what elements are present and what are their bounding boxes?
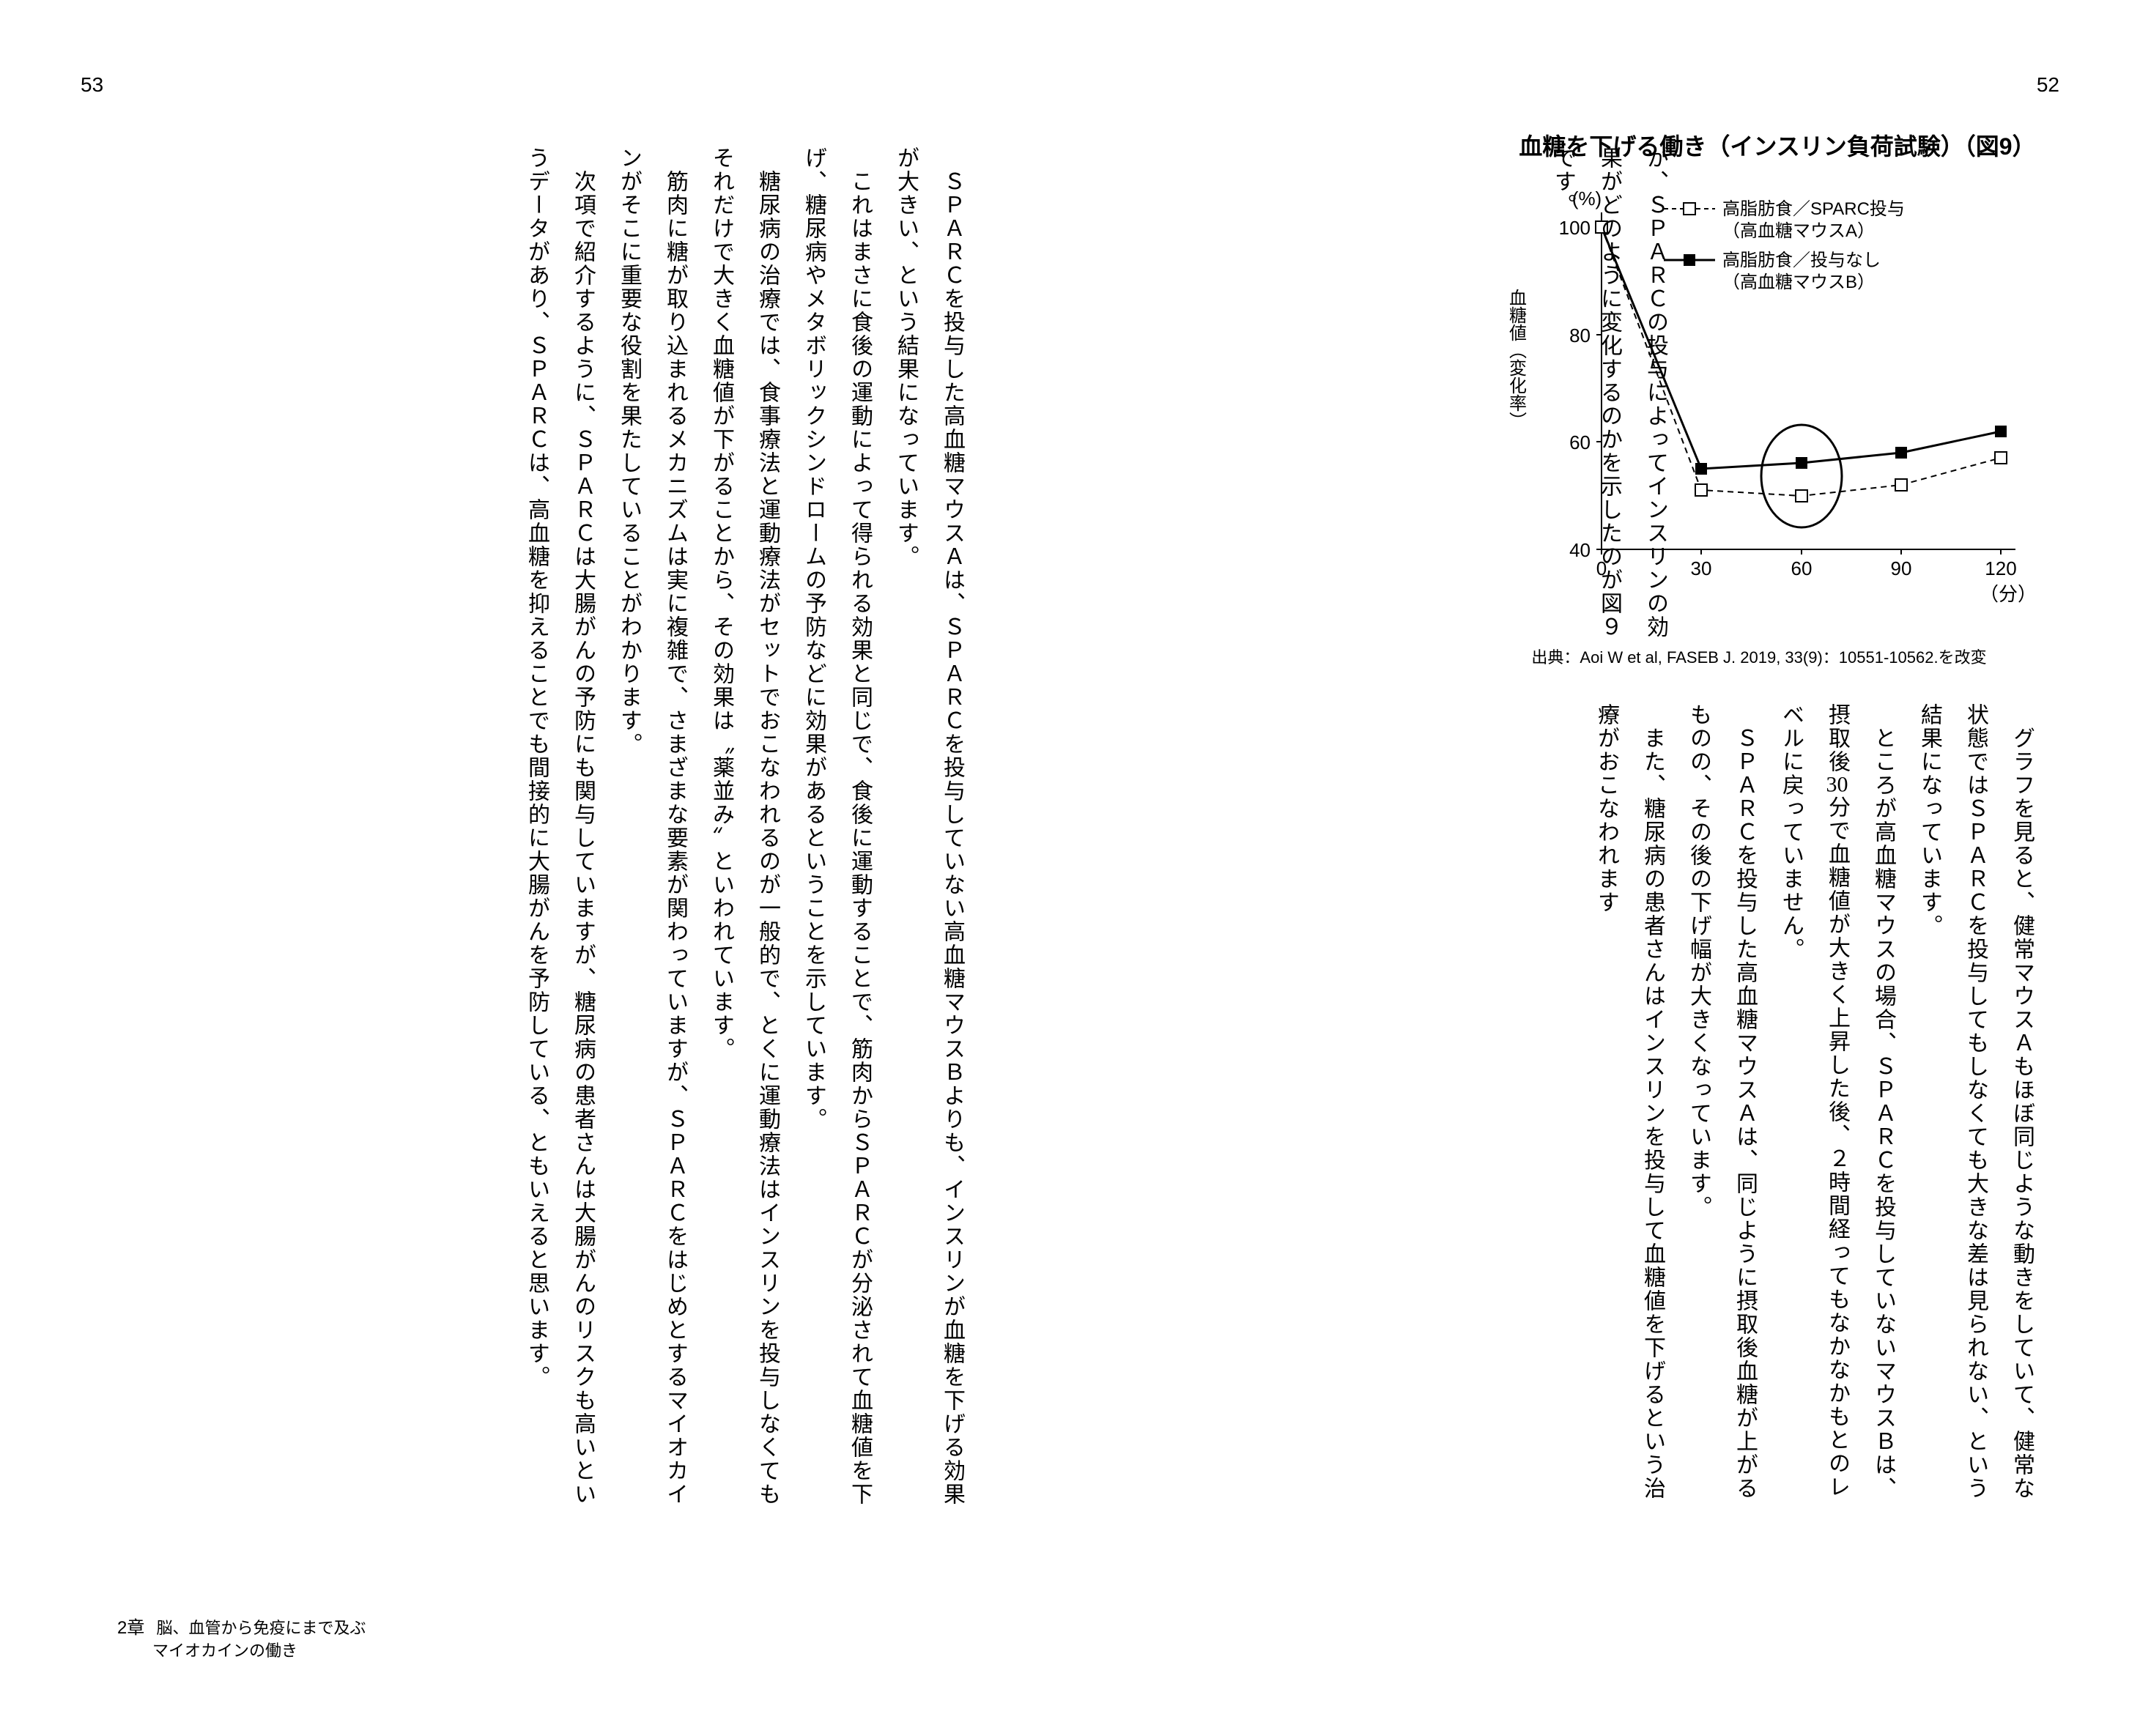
svg-text:（高血糖マウスB）: （高血糖マウスB） [1722,272,1875,292]
svg-text:高脂肪食／SPARC投与: 高脂肪食／SPARC投与 [1722,199,1905,219]
svg-text:60: 60 [1791,557,1813,579]
svg-text:30: 30 [1691,557,1712,579]
highlight-circle [1761,425,1842,527]
y-axis-label: 血糖値（変化率） [1506,289,1527,429]
footer-line1: 脳、血管から免疫にまで及ぶ [156,1619,366,1637]
svg-text:90: 90 [1891,557,1912,579]
page-number-left: 53 [81,73,103,97]
legend: 高脂肪食／SPARC投与 （高血糖マウスA） 高脂肪食／投与なし （高血糖マウス… [1664,199,1905,292]
svg-text:（分）: （分） [1980,583,2037,605]
left-text: ＳＰＡＲＣを投与した高血糖マウスＡは、ＳＰＡＲＣを投与していない高血糖マウスＢよ… [514,146,975,1509]
footer-chapter: 2章 [117,1616,144,1641]
svg-text:120: 120 [1985,557,2016,579]
svg-text:（高血糖マウスA）: （高血糖マウスA） [1722,221,1875,241]
page-right: 52 血糖を下げる働き（インスリン負荷試験）（図9） 血糖値（変化率） (%) … [1070,0,2140,1736]
footer: 2章 脳、血管から免疫にまで及ぶ マイオカインの働き [117,1616,366,1663]
footer-line2: マイオカインの働き [152,1642,297,1660]
right-upper-text: が、ＳＰＡＲＣの投与によってインスリンの効果がどのように変化するのかを示したのが… [1540,146,1678,659]
page-number-right: 52 [2037,73,2059,97]
right-lower-text: グラフを見ると、健常マウスＡもほぼ同じような動きをしていて、健常な状態ではＳＰＡ… [1583,703,2045,1509]
page-left: 53 ＳＰＡＲＣを投与した高血糖マウスＡは、ＳＰＡＲＣを投与していない高血糖マウ… [0,0,1070,1736]
svg-text:高脂肪食／投与なし: 高脂肪食／投与なし [1722,251,1881,270]
